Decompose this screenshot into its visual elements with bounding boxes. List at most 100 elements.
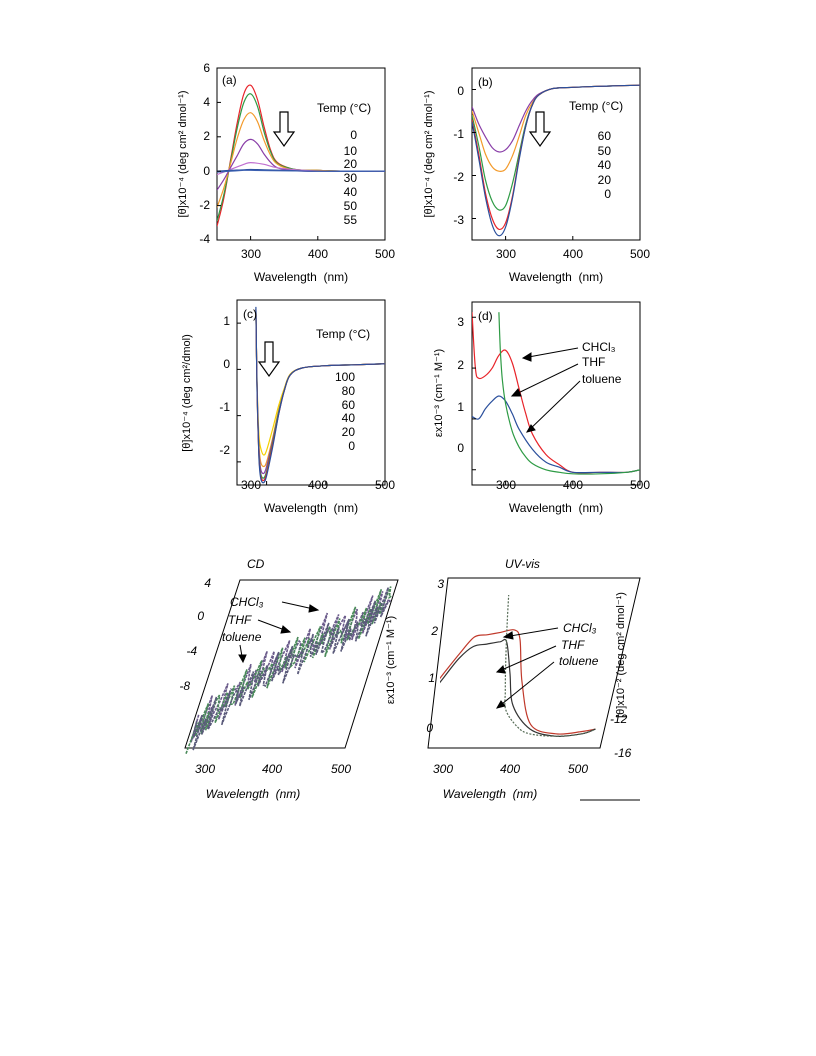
- y-tick-label: 2: [430, 624, 438, 638]
- x-tick-label: 300: [241, 478, 261, 492]
- x-tick-labels: 300 400 500: [433, 762, 588, 776]
- y-tick-label: 0: [457, 441, 464, 455]
- panel-b: (b) 0 -1 -2 -3 300 400 500 Wavelength (n…: [423, 67, 650, 284]
- y-tick-label: -16: [614, 746, 632, 760]
- series-line-b-1: [472, 84, 640, 153]
- arrow-head-icon: [525, 424, 536, 433]
- plot-frame: [216, 67, 386, 241]
- legend-entry: 0: [348, 439, 355, 453]
- x-tick-label: 300: [496, 247, 516, 261]
- legend-pointer-arrows: [510, 347, 581, 433]
- panel-b-series: [472, 84, 640, 237]
- pointer-arrow: [496, 645, 557, 673]
- down-arrow-icon: [257, 341, 281, 378]
- legend-entries: CHCl₃ THF toluene: [559, 621, 599, 668]
- series-line-a-7: [217, 169, 385, 173]
- panel-c-series: [255, 306, 385, 484]
- skewed-plot-frame: [184, 579, 399, 749]
- y-axis-label: εx10⁻³ (cm⁻¹ M⁻¹): [433, 349, 445, 437]
- y-tick-label: 0: [426, 721, 433, 735]
- y-tick-labels: 0 -1 -2 -3: [453, 84, 464, 227]
- chart-title: UV-vis: [505, 557, 540, 571]
- x-tick-label: 500: [568, 762, 588, 776]
- legend-entry: 20: [344, 157, 358, 171]
- y-tick-label: 1: [223, 314, 230, 328]
- legend-entries: 0 10 20 30 40 50 55: [344, 128, 358, 227]
- axis-ticks: [237, 322, 386, 485]
- legend-entry: 55: [344, 213, 358, 227]
- legend-entry: 0: [350, 128, 357, 142]
- legend-entries: 100 80 60 40 20 0: [335, 370, 355, 453]
- legend-entry: 40: [344, 185, 358, 199]
- y-tick-label: -4: [199, 232, 210, 246]
- right-y-tick-labels: -12 -16: [610, 712, 632, 760]
- panel-a: (a) 6 4 2 0 -2 -4 300 400 500 Wavelength…: [177, 61, 395, 284]
- down-arrow-icon: [272, 111, 296, 148]
- legend-entry: CHCl₃: [563, 621, 597, 635]
- x-tick-labels: 300 400 500: [496, 247, 650, 261]
- legend-entry: 20: [342, 425, 356, 439]
- legend-entry: 10: [344, 144, 358, 158]
- panel-label: (b): [478, 75, 493, 89]
- arrow-head-icon: [521, 352, 532, 362]
- x-tick-label: 300: [195, 762, 215, 776]
- y-tick-label: 3: [437, 577, 444, 591]
- x-axis-label: Wavelength (nm): [509, 270, 603, 284]
- legend-entry: 40: [598, 158, 612, 172]
- y-axis-label: [θ]x10⁻⁴ (deg cm²/dmol): [181, 334, 193, 452]
- series-line-d-1: [472, 312, 640, 474]
- x-tick-label: 300: [496, 478, 516, 492]
- plot-frame: [471, 301, 641, 486]
- skewed-plot-frame: [427, 577, 641, 749]
- legend-entry: CHCl₃: [582, 340, 616, 354]
- legend-entry: 100: [335, 370, 355, 384]
- series-line-b-5: [472, 84, 640, 237]
- y-tick-label: -2: [219, 443, 230, 457]
- pointer-arrow: [496, 661, 555, 709]
- legend-entry: 60: [342, 398, 356, 412]
- x-axis-label: Wavelength (nm): [254, 270, 348, 284]
- legend-entry: THF: [228, 613, 252, 627]
- legend-entry: 30: [344, 171, 358, 185]
- y-tick-label: 6: [203, 61, 210, 75]
- series-line-d-2: [472, 395, 640, 474]
- series-line-e-2: [185, 586, 393, 754]
- legend-entry: 0: [604, 187, 611, 201]
- legend-entry: toluene: [559, 654, 599, 668]
- y-tick-label: 1: [457, 400, 464, 414]
- y-tick-label: 2: [203, 129, 210, 143]
- y-tick-label: -4: [186, 644, 197, 658]
- legend-entry: THF: [582, 355, 605, 369]
- x-tick-label: 400: [308, 247, 328, 261]
- y-axis-label: εx10⁻³ (cm⁻¹ M⁻¹): [385, 616, 397, 704]
- series-line-c-6: [255, 306, 385, 484]
- panel-a-series: [217, 84, 385, 227]
- y-tick-label: -1: [219, 400, 230, 414]
- x-tick-label: 400: [563, 247, 583, 261]
- plot-frame: [471, 67, 641, 241]
- y-axis-label: [θ]x10⁻⁴ (deg cm² dmol⁻¹): [423, 91, 435, 218]
- series-line-f-3: [504, 595, 596, 737]
- panel-d: (d) 3 2 1 0 300 400 500 Wavelength (nm) …: [433, 301, 650, 515]
- panel-d-series: [472, 312, 640, 475]
- legend-entry: 20: [598, 173, 612, 187]
- legend-entry: THF: [561, 638, 585, 652]
- arrow-head-icon: [308, 604, 320, 613]
- series-line-a-5: [217, 161, 385, 176]
- y-tick-label: -2: [199, 198, 210, 212]
- arrow-head-icon: [502, 631, 514, 640]
- series-line-e-3: [192, 587, 391, 751]
- panel-c: (c) 1 0 -1 -2 300 400 500 Wavelength (nm…: [181, 299, 395, 515]
- pointer-arrow: [526, 380, 581, 433]
- axis-ticks: [472, 89, 641, 240]
- arrow-head-icon: [495, 665, 506, 674]
- x-tick-labels: 300 400 500: [195, 762, 351, 776]
- legend-entry: CHCl₃: [230, 595, 264, 609]
- series-line-d-3: [498, 312, 640, 475]
- y-tick-label: 4: [204, 576, 211, 590]
- y-tick-label: -3: [453, 213, 464, 227]
- legend-entry: toluene: [582, 372, 622, 386]
- x-axis-label: Wavelength (nm): [264, 501, 358, 515]
- y-tick-label: 4: [203, 95, 210, 109]
